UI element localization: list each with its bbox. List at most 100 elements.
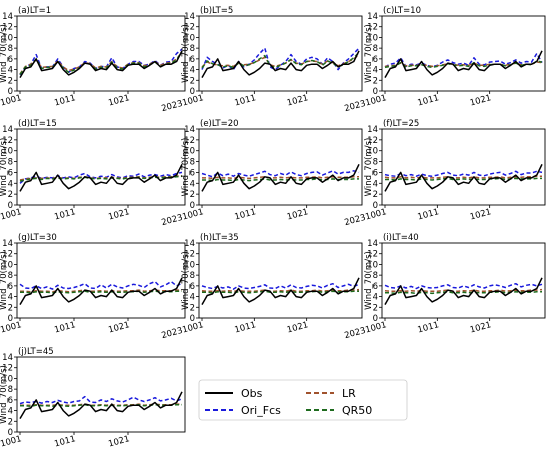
series-line-obs bbox=[19, 163, 183, 192]
x-tick-label: 1011 bbox=[234, 207, 257, 222]
y-tick-label: 12 bbox=[184, 250, 195, 260]
x-tick-label: 20231001 bbox=[0, 434, 23, 455]
legend-label-lr: LR bbox=[342, 387, 356, 400]
panel-title: (d)LT=15 bbox=[18, 119, 57, 129]
x-tick-label: 1021 bbox=[286, 207, 309, 222]
series-line-ori-fcs bbox=[19, 395, 183, 405]
y-axis-label: Wind_70(m/s) bbox=[364, 251, 374, 310]
x-tick-label: 1011 bbox=[234, 320, 257, 335]
panel-title: (a)LT=1 bbox=[18, 6, 51, 16]
y-tick-label: 10 bbox=[184, 147, 195, 157]
x-tick-label: 1011 bbox=[417, 207, 440, 222]
y-tick-label: 14 bbox=[2, 125, 13, 135]
series-line-qr50 bbox=[20, 290, 182, 294]
x-tick-label: 20231001 bbox=[160, 320, 204, 341]
x-tick-label: 1011 bbox=[234, 93, 257, 108]
y-tick-label: 0 bbox=[190, 87, 195, 97]
series-line-lr bbox=[201, 54, 360, 68]
y-tick-label: 10 bbox=[367, 260, 378, 270]
legend-entry-qr50: QR50 bbox=[306, 404, 372, 417]
y-tick-label: 8 bbox=[190, 158, 195, 168]
x-tick-label: 1021 bbox=[107, 93, 130, 108]
y-tick-label: 0 bbox=[8, 314, 13, 324]
y-tick-label: 6 bbox=[190, 55, 195, 65]
y-tick-label: 0 bbox=[8, 87, 13, 97]
y-tick-label: 0 bbox=[190, 314, 195, 324]
y-axis-label: Wind_70(m/s) bbox=[364, 138, 374, 197]
x-tick-label: 20231001 bbox=[343, 320, 387, 341]
y-tick-label: 8 bbox=[8, 44, 13, 54]
y-tick-label: 8 bbox=[190, 44, 195, 54]
y-tick-label: 6 bbox=[373, 168, 378, 178]
series-line-obs bbox=[19, 391, 183, 419]
y-tick-label: 4 bbox=[190, 66, 195, 76]
y-tick-label: 14 bbox=[184, 239, 195, 249]
y-tick-label: 0 bbox=[8, 201, 13, 211]
series-line-obs bbox=[384, 277, 543, 305]
y-axis-label: Wind_70(m/s) bbox=[0, 24, 9, 83]
series-line-lr bbox=[20, 289, 182, 293]
series-line-obs bbox=[19, 277, 183, 305]
legend: Obs LR Ori_Fcs QR50 bbox=[198, 379, 408, 421]
plot-frame bbox=[16, 242, 186, 319]
series-line-lr bbox=[202, 176, 359, 180]
y-tick-label: 4 bbox=[373, 179, 378, 189]
series-line-lr bbox=[201, 288, 360, 292]
y-tick-label: 6 bbox=[190, 282, 195, 292]
y-tick-label: 2 bbox=[190, 76, 195, 86]
y-tick-label: 6 bbox=[8, 282, 13, 292]
y-tick-label: 12 bbox=[367, 136, 378, 146]
x-tick-label: 1011 bbox=[417, 320, 440, 335]
series-line-lr bbox=[19, 51, 183, 75]
panel-title: (b)LT=5 bbox=[200, 6, 233, 16]
y-axis-label: Wind_70(m/s) bbox=[181, 24, 191, 83]
y-tick-label: 4 bbox=[373, 293, 378, 303]
y-tick-label: 12 bbox=[367, 250, 378, 260]
plot-frame bbox=[16, 356, 186, 433]
y-tick-label: 14 bbox=[184, 125, 195, 135]
series-line-ori-fcs bbox=[201, 170, 360, 178]
x-tick-label: 20231001 bbox=[160, 207, 204, 228]
y-tick-label: 8 bbox=[373, 158, 378, 168]
x-tick-label: 1021 bbox=[286, 93, 309, 108]
y-tick-label: 6 bbox=[373, 282, 378, 292]
plot-frame bbox=[198, 15, 363, 92]
plot-frame bbox=[16, 128, 186, 206]
y-tick-label: 12 bbox=[367, 23, 378, 33]
legend-entry-obs: Obs bbox=[205, 387, 263, 400]
y-tick-label: 2 bbox=[373, 303, 378, 313]
plot-frame bbox=[381, 242, 546, 319]
y-tick-label: 12 bbox=[2, 23, 13, 33]
y-tick-label: 10 bbox=[2, 374, 13, 384]
y-tick-label: 0 bbox=[373, 87, 378, 97]
panel-title: (f)LT=25 bbox=[383, 119, 419, 129]
y-tick-label: 10 bbox=[2, 260, 13, 270]
y-tick-label: 8 bbox=[373, 271, 378, 281]
x-tick-label: 20231001 bbox=[0, 93, 23, 114]
y-axis-label: Wind_70(m/s) bbox=[364, 24, 374, 83]
y-tick-label: 8 bbox=[8, 385, 13, 395]
y-axis-label: Wind_70(m/s) bbox=[0, 251, 9, 310]
y-tick-label: 14 bbox=[367, 12, 378, 22]
plot-frame bbox=[198, 128, 363, 206]
series-line-lr bbox=[384, 288, 543, 292]
y-tick-label: 14 bbox=[367, 125, 378, 135]
y-tick-label: 2 bbox=[190, 190, 195, 200]
y-tick-label: 4 bbox=[8, 407, 13, 417]
y-tick-label: 4 bbox=[8, 66, 13, 76]
y-axis-label: Wind_70(m/s) bbox=[0, 365, 9, 424]
series-line-qr50 bbox=[385, 291, 542, 295]
x-tick-label: 20231001 bbox=[0, 320, 23, 341]
series-line-ori-fcs bbox=[384, 52, 543, 68]
x-tick-label: 1011 bbox=[417, 93, 440, 108]
x-tick-label: 1021 bbox=[469, 320, 492, 335]
y-tick-label: 14 bbox=[2, 12, 13, 22]
series-line-lr bbox=[384, 175, 542, 179]
x-tick-label: 1021 bbox=[286, 320, 309, 335]
y-tick-label: 12 bbox=[2, 136, 13, 146]
y-tick-label: 10 bbox=[2, 147, 13, 157]
y-axis-label: Wind_70(m/s) bbox=[181, 251, 191, 310]
